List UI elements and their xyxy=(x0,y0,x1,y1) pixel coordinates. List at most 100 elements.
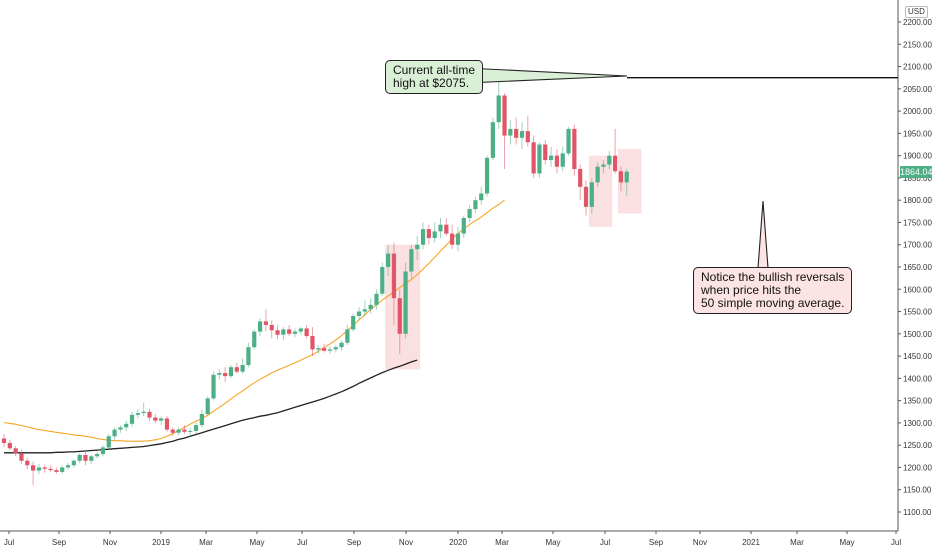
candle-body xyxy=(223,373,228,377)
candle-body xyxy=(71,460,76,466)
y-tick-label: 1100.00 xyxy=(903,508,932,517)
candle-body xyxy=(554,155,559,167)
bullish-reversal-callout: Notice the bullish reversals when price … xyxy=(693,267,853,314)
candle-body xyxy=(164,418,170,430)
candle-body xyxy=(548,155,554,161)
candle-body xyxy=(304,328,309,337)
candle-body xyxy=(95,454,100,457)
candle-body xyxy=(473,200,478,210)
y-tick-label: 1900.00 xyxy=(903,152,932,161)
ma200-line xyxy=(4,359,418,454)
candle-body xyxy=(467,209,472,218)
candle-body xyxy=(25,460,30,466)
candle-body xyxy=(403,271,408,334)
candle-body xyxy=(36,467,42,471)
candle-body xyxy=(310,336,315,350)
candle-body xyxy=(461,218,466,234)
candle-body xyxy=(13,448,18,454)
y-tick-label: 1250.00 xyxy=(903,441,932,450)
y-tick-label: 2100.00 xyxy=(903,63,932,72)
candle-body xyxy=(217,373,222,375)
x-tick-label: Nov xyxy=(399,538,413,547)
candle-body xyxy=(153,417,158,421)
candle-body xyxy=(432,231,437,239)
x-tick-label: Nov xyxy=(693,538,707,547)
candle-body xyxy=(380,267,385,294)
x-tick-label: Mar xyxy=(199,538,213,547)
candle-body xyxy=(578,169,583,187)
x-tick-label: 2019 xyxy=(152,538,170,547)
candle-body xyxy=(31,465,36,471)
candle-body xyxy=(415,244,420,250)
x-tick-label: Sep xyxy=(52,538,67,547)
y-tick-label: 1750.00 xyxy=(903,218,932,227)
candle-body xyxy=(129,414,135,424)
candle-body xyxy=(420,229,426,245)
x-tick-label: Mar xyxy=(495,538,509,547)
candle-body xyxy=(525,131,530,143)
x-tick-label: Jul xyxy=(600,538,610,547)
last-price-tag: 1864.04 xyxy=(900,166,932,178)
x-tick-label: Sep xyxy=(347,538,362,547)
y-tick-label: 2150.00 xyxy=(903,40,932,49)
y-tick-label: 1150.00 xyxy=(903,486,932,495)
candle-body xyxy=(281,329,286,335)
candle-body xyxy=(188,430,193,432)
candle-body xyxy=(618,171,624,183)
highlight-box xyxy=(588,155,613,227)
x-tick-label: May xyxy=(839,538,854,547)
candle-body xyxy=(19,453,24,461)
candle-body xyxy=(508,128,513,136)
candle-body xyxy=(374,293,379,305)
candle-body xyxy=(514,128,519,138)
candle-body xyxy=(560,153,565,167)
candle-body xyxy=(135,413,140,415)
candle-body xyxy=(333,347,338,350)
candle-body xyxy=(269,324,274,331)
candle-body xyxy=(438,224,443,232)
candle-body xyxy=(54,470,59,472)
candle-body xyxy=(176,429,181,433)
y-tick-label: 1700.00 xyxy=(903,241,932,250)
candle-body xyxy=(362,309,367,312)
x-tick-label: 2021 xyxy=(742,538,760,547)
candle-body xyxy=(339,342,344,348)
x-tick-label: Jul xyxy=(891,538,901,547)
y-tick-label: 1550.00 xyxy=(903,308,932,317)
ma50-line xyxy=(3,199,505,442)
candle-body xyxy=(496,95,501,123)
currency-badge: USD xyxy=(905,6,928,18)
candle-body xyxy=(543,144,548,161)
candle-body xyxy=(246,347,251,365)
candle-body xyxy=(287,329,292,334)
x-tick-label: Nov xyxy=(103,538,117,547)
candle-body xyxy=(1,438,7,443)
y-tick-label: 1800.00 xyxy=(903,196,932,205)
candle-body xyxy=(327,349,333,351)
candle-body xyxy=(624,171,629,183)
candle-body xyxy=(182,429,187,432)
candle-body xyxy=(159,418,164,421)
candle-body xyxy=(275,330,280,335)
candle-body xyxy=(263,321,268,325)
candle-body xyxy=(322,348,327,351)
candle-body xyxy=(572,128,577,169)
candle-body xyxy=(205,398,210,414)
candle-body xyxy=(391,253,397,299)
candle-body xyxy=(292,331,298,334)
y-tick-label: 1650.00 xyxy=(903,263,932,272)
candle-body xyxy=(386,253,391,267)
y-tick-label: 1850.00 xyxy=(903,174,932,183)
y-tick-label: 2200.00 xyxy=(903,18,932,27)
candle-body xyxy=(519,131,525,138)
x-tick-label: Mar xyxy=(790,538,804,547)
x-tick-label: Jul xyxy=(4,538,14,547)
all-time-high-callout: Current all-time high at $2075. xyxy=(385,60,484,94)
candle-body xyxy=(479,193,484,201)
y-tick-label: 2050.00 xyxy=(903,85,932,94)
candle-body xyxy=(409,249,414,272)
candle-body xyxy=(77,454,82,461)
candle-body xyxy=(234,367,239,372)
y-tick-label: 2000.00 xyxy=(903,107,932,116)
